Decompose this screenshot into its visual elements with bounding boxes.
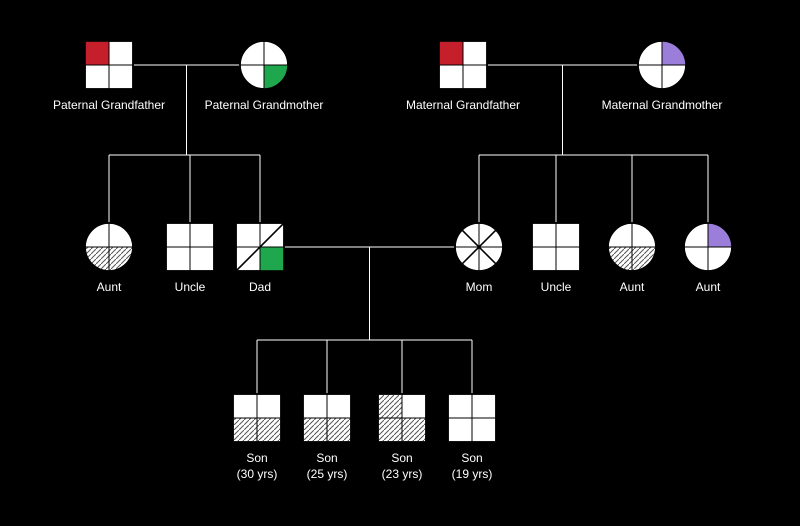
person-pgf [81, 37, 137, 93]
label-unc1: Uncle [175, 279, 206, 295]
label-mgm: Maternal Grandmother [602, 97, 723, 113]
person-mgf [435, 37, 491, 93]
person-aunt3 [680, 219, 736, 275]
label-son2: Son (25 yrs) [307, 450, 348, 482]
label-pgm: Paternal Grandmother [205, 97, 324, 113]
person-son4 [444, 390, 500, 446]
label-aunt1: Aunt [97, 279, 122, 295]
person-dad [232, 219, 288, 275]
label-aunt3: Aunt [696, 279, 721, 295]
label-aunt2: Aunt [620, 279, 645, 295]
label-son4: Son (19 yrs) [452, 450, 493, 482]
person-mom [451, 219, 507, 275]
label-son1: Son (30 yrs) [237, 450, 278, 482]
label-son3: Son (23 yrs) [382, 450, 423, 482]
person-son1 [229, 390, 285, 446]
label-mgf: Maternal Grandfather [406, 97, 520, 113]
person-mgm [634, 37, 690, 93]
label-dad: Dad [249, 279, 271, 295]
person-unc2 [528, 219, 584, 275]
person-aunt2 [604, 219, 660, 275]
person-pgm [236, 37, 292, 93]
person-son3 [374, 390, 430, 446]
label-mom: Mom [466, 279, 493, 295]
person-unc1 [162, 219, 218, 275]
pedigree-diagram: Paternal Grandfather Paternal Grandmother… [0, 0, 800, 526]
label-unc2: Uncle [541, 279, 572, 295]
person-aunt1 [81, 219, 137, 275]
label-pgf: Paternal Grandfather [53, 97, 165, 113]
person-son2 [299, 390, 355, 446]
